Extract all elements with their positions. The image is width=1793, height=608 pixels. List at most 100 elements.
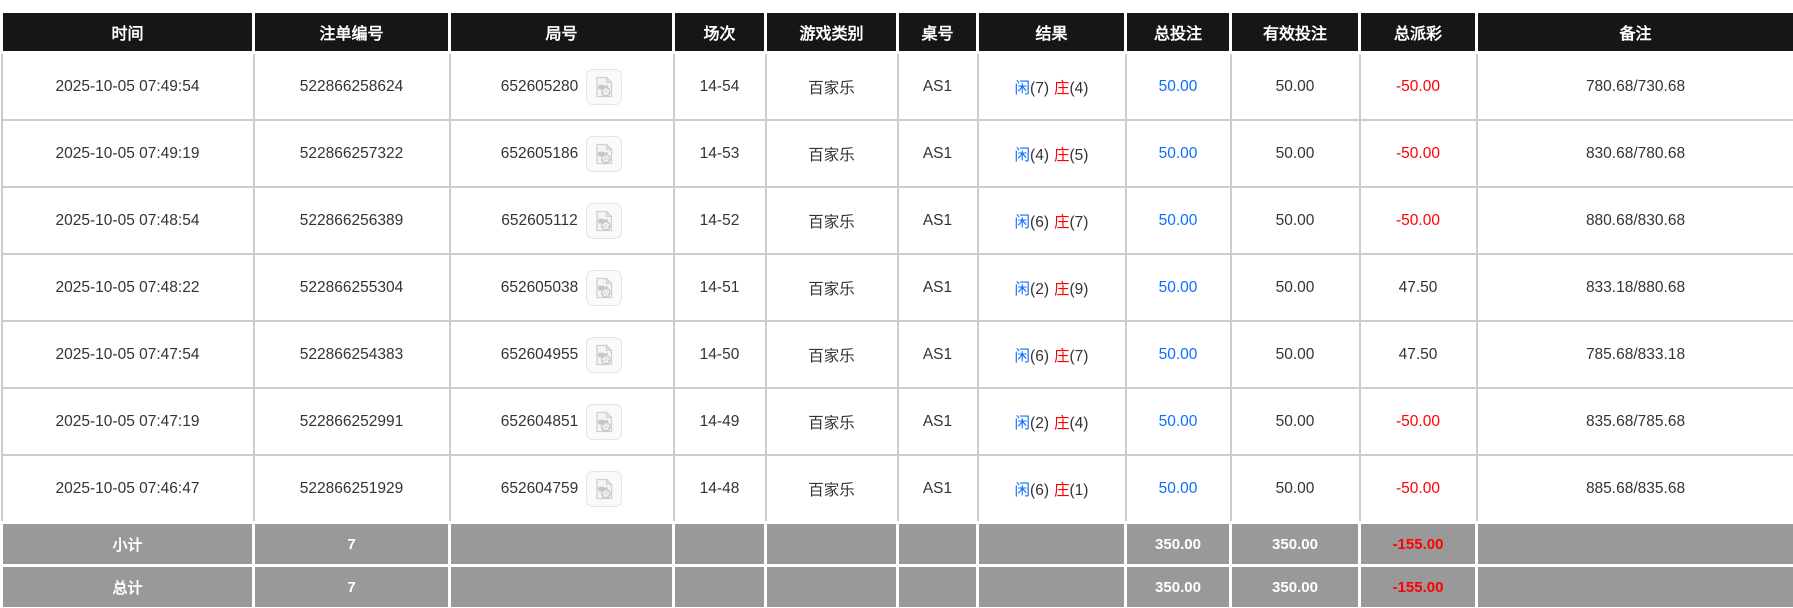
result-cell: 闲(2) 庄(9) — [976, 253, 1127, 322]
grand-total-total-bet: 350.00 — [1124, 564, 1232, 608]
game-type: 百家乐 — [764, 387, 899, 456]
subtotal-payout: -155.00 — [1358, 521, 1478, 567]
table-row: 2025-10-05 07:47:19 522866252991 6526048… — [0, 387, 1793, 456]
session: 14-52 — [672, 186, 767, 255]
valid-bet: 50.00 — [1229, 186, 1361, 255]
bet-time: 2025-10-05 07:49:54 — [0, 51, 255, 121]
total-bet: 50.00 — [1124, 387, 1232, 456]
round-cell: 652605280 — [448, 51, 675, 121]
video-replay-icon — [596, 276, 614, 298]
video-replay-button[interactable] — [586, 269, 623, 306]
valid-bet: 50.00 — [1229, 51, 1361, 121]
player-score: (6) — [1030, 481, 1049, 499]
subtotal-remark — [1475, 521, 1793, 567]
banker-score: (4) — [1069, 414, 1089, 432]
result-cell: 闲(4) 庄(5) — [976, 119, 1127, 188]
subtotal-total-bet: 350.00 — [1124, 521, 1232, 567]
table-id: AS1 — [896, 119, 979, 188]
table-row: 2025-10-05 07:48:22 522866255304 6526050… — [0, 253, 1793, 322]
total-payout: -50.00 — [1358, 186, 1478, 255]
column-header-table-id: 桌号 — [896, 10, 979, 54]
player-label: 闲 — [1014, 414, 1031, 432]
empty-cell — [672, 564, 767, 608]
bet-id: 522866252991 — [252, 387, 451, 456]
total-payout: 47.50 — [1358, 253, 1478, 322]
round-cell: 652604851 — [448, 387, 675, 456]
banker-score: (7) — [1069, 213, 1089, 231]
remark: 835.68/785.68 — [1475, 387, 1793, 456]
round-id: 652605112 — [501, 211, 578, 229]
total-payout: 47.50 — [1358, 320, 1478, 389]
player-score: (2) — [1030, 414, 1049, 432]
player-label: 闲 — [1014, 280, 1031, 298]
player-score: (4) — [1030, 146, 1049, 164]
remark: 785.68/833.18 — [1475, 320, 1793, 389]
empty-cell — [448, 564, 675, 608]
banker-label: 庄 — [1054, 481, 1070, 499]
game-type: 百家乐 — [764, 253, 899, 322]
valid-bet: 50.00 — [1229, 320, 1361, 389]
video-replay-button[interactable] — [585, 202, 622, 239]
video-replay-button[interactable] — [586, 336, 623, 373]
bet-id: 522866258624 — [252, 51, 451, 121]
column-header-bet-id: 注单编号 — [252, 10, 451, 54]
grand-total-valid-bet: 350.00 — [1229, 564, 1361, 608]
table-body: 2025-10-05 07:49:54 522866258624 6526052… — [0, 51, 1793, 524]
table-row: 2025-10-05 07:46:47 522866251929 6526047… — [0, 454, 1793, 524]
player-label: 闲 — [1014, 146, 1031, 164]
empty-cell — [448, 521, 675, 567]
video-replay-button[interactable] — [586, 68, 623, 105]
game-type: 百家乐 — [764, 186, 899, 255]
column-header-round-id: 局号 — [448, 10, 675, 54]
player-score: (6) — [1030, 213, 1049, 231]
video-replay-button[interactable] — [586, 470, 623, 507]
session: 14-49 — [672, 387, 767, 456]
bet-time: 2025-10-05 07:49:19 — [0, 119, 255, 188]
total-payout: -50.00 — [1358, 119, 1478, 188]
table-row: 2025-10-05 07:47:54 522866254383 6526049… — [0, 320, 1793, 389]
round-id: 652605186 — [500, 144, 579, 162]
column-header-remark: 备注 — [1475, 10, 1793, 54]
valid-bet: 50.00 — [1229, 454, 1361, 524]
empty-cell — [764, 521, 899, 567]
header-row: 时间 注单编号 局号 场次 游戏类别 桌号 结果 总投注 有效投注 总派彩 备注 — [0, 10, 1793, 54]
bet-time: 2025-10-05 07:47:54 — [0, 320, 255, 389]
valid-bet: 50.00 — [1229, 387, 1361, 456]
total-payout: -50.00 — [1358, 51, 1478, 121]
remark: 880.68/830.68 — [1475, 186, 1793, 255]
table-id: AS1 — [896, 320, 979, 389]
session: 14-50 — [672, 320, 767, 389]
empty-cell — [764, 564, 899, 608]
player-label: 闲 — [1014, 213, 1031, 231]
banker-label: 庄 — [1054, 414, 1070, 432]
empty-cell — [976, 564, 1127, 608]
banker-score: (1) — [1069, 481, 1089, 499]
bet-id: 522866256389 — [252, 186, 451, 255]
video-replay-button[interactable] — [586, 403, 623, 440]
bet-time: 2025-10-05 07:48:54 — [0, 186, 255, 255]
banker-score: (7) — [1069, 347, 1089, 365]
column-header-total-bet: 总投注 — [1124, 10, 1232, 54]
remark: 833.18/880.68 — [1475, 253, 1793, 322]
table-id: AS1 — [896, 253, 979, 322]
table-header: 时间 注单编号 局号 场次 游戏类别 桌号 结果 总投注 有效投注 总派彩 备注 — [0, 10, 1793, 54]
result-cell: 闲(6) 庄(1) — [976, 454, 1127, 524]
bet-id: 522866257322 — [252, 119, 451, 188]
table-id: AS1 — [896, 51, 979, 121]
session: 14-48 — [672, 454, 767, 524]
bet-time: 2025-10-05 07:47:19 — [0, 387, 255, 456]
grand-total-count: 7 — [252, 564, 451, 608]
player-score: (7) — [1030, 79, 1049, 97]
banker-label: 庄 — [1054, 213, 1070, 231]
bet-time: 2025-10-05 07:46:47 — [0, 454, 255, 524]
round-cell: 652604955 — [448, 320, 675, 389]
column-header-game-type: 游戏类别 — [764, 10, 899, 54]
round-id: 652604955 — [500, 345, 579, 363]
total-payout: -50.00 — [1358, 454, 1478, 524]
column-header-session: 场次 — [672, 10, 767, 54]
video-replay-icon — [596, 410, 614, 432]
banker-score: (9) — [1069, 280, 1089, 298]
round-id: 652604851 — [500, 412, 579, 430]
video-replay-button[interactable] — [586, 135, 623, 172]
grand-total-row: 总计 7 350.00 350.00 -155.00 — [0, 564, 1793, 608]
